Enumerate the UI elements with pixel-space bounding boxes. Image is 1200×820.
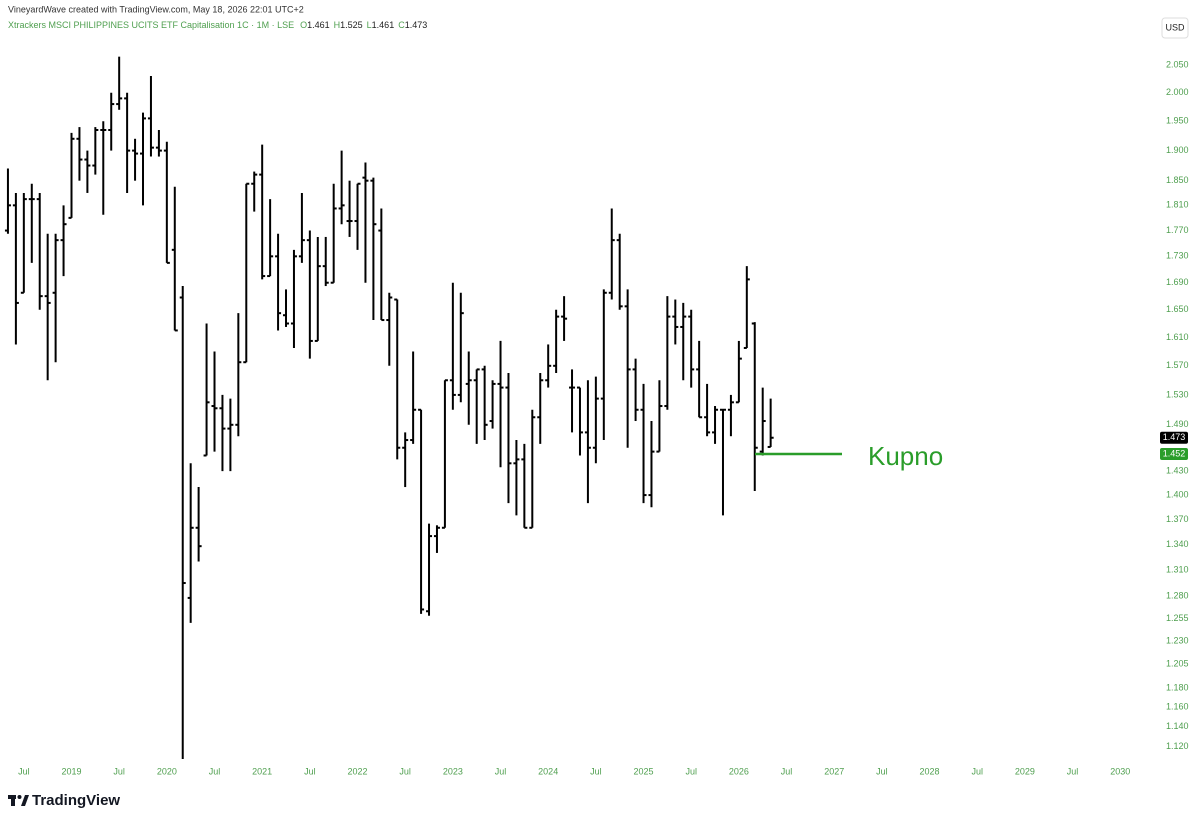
ohlc-value: 1.461: [372, 20, 395, 30]
y-tick-label: 1.810: [1166, 200, 1189, 210]
ohlc-letter: H: [334, 20, 341, 30]
logo-stem: [11, 795, 15, 806]
y-tick-label: 1.140: [1166, 721, 1189, 731]
logo-dot: [17, 795, 22, 799]
y-tick-label: 1.690: [1166, 277, 1189, 287]
y-tick-label: 1.610: [1166, 332, 1189, 342]
x-tick-label: Jul: [113, 766, 125, 776]
y-tick-label: 1.280: [1166, 591, 1189, 601]
y-tick-label: 1.770: [1166, 225, 1189, 235]
ohlc-letter: C: [398, 20, 405, 30]
x-tick-label: Jul: [18, 766, 30, 776]
x-tick-label: 2023: [443, 766, 463, 776]
y-tick-label: 1.340: [1166, 539, 1189, 549]
x-tick-label: Jul: [876, 766, 888, 776]
x-tick-label: 2024: [538, 766, 558, 776]
x-tick-label: 2019: [61, 766, 81, 776]
currency: USD: [1165, 22, 1185, 32]
x-tick-label: Jul: [209, 766, 221, 776]
x-tick-label: 2028: [920, 766, 940, 776]
currency-box: [1161, 17, 1189, 39]
last-price-label: 1.473: [1163, 432, 1186, 442]
x-tick-label: Jul: [495, 766, 507, 776]
ohlc-letter: O: [300, 20, 307, 30]
y-tick-label: 1.490: [1166, 419, 1189, 429]
series-header: Xtrackers MSCI PHILIPPINES UCITS ETF Cap…: [8, 20, 427, 30]
y-tick-label: 1.570: [1166, 360, 1189, 370]
brand: TradingView: [32, 792, 120, 809]
brand-logo: [8, 795, 29, 806]
y-tick-label: 1.530: [1166, 389, 1189, 399]
logo-slash: [21, 795, 29, 806]
y-tick-label: 1.650: [1166, 304, 1189, 314]
annotation-text: Kupno: [868, 441, 943, 471]
line-price-tag: [1160, 447, 1188, 460]
x-tick-label: 2027: [824, 766, 844, 776]
x-tick-label: 2025: [634, 766, 654, 776]
x-tick-label: 2030: [1110, 766, 1130, 776]
y-tick-label: 1.205: [1166, 659, 1189, 669]
x-tick-label: Jul: [399, 766, 411, 776]
x-tick-label: Jul: [971, 766, 983, 776]
x-tick-label: Jul: [590, 766, 602, 776]
ohlc-letter: L: [367, 20, 372, 30]
x-tick-label: 2026: [729, 766, 749, 776]
x-tick-label: Jul: [304, 766, 316, 776]
x-tick-label: 2022: [348, 766, 368, 776]
x-tick-label: 2020: [157, 766, 177, 776]
y-tick-label: 1.900: [1166, 145, 1189, 155]
y-tick-label: 1.255: [1166, 613, 1189, 623]
y-tick-label: 1.120: [1166, 741, 1189, 751]
y-tick-label: 1.230: [1166, 635, 1189, 645]
y-tick-label: 1.160: [1166, 702, 1189, 712]
x-tick-label: 2029: [1015, 766, 1035, 776]
ohlc-value: 1.473: [405, 20, 428, 30]
x-tick-label: Jul: [685, 766, 697, 776]
y-tick-label: 1.180: [1166, 682, 1189, 692]
y-tick-label: 1.950: [1166, 116, 1189, 126]
ohlc-value: 1.525: [340, 20, 363, 30]
y-tick-label: 1.730: [1166, 251, 1189, 261]
series-title: Xtrackers MSCI PHILIPPINES UCITS ETF Cap…: [8, 20, 294, 30]
credit: VineyardWave created with TradingView.co…: [8, 4, 304, 14]
last-price-tag: [1160, 431, 1188, 444]
y-tick-label: 2.050: [1166, 59, 1189, 69]
y-tick-label: 2.000: [1166, 87, 1189, 97]
line-price-label: 1.452: [1163, 448, 1186, 458]
y-tick-label: 1.400: [1166, 489, 1189, 499]
x-tick-label: 2021: [252, 766, 272, 776]
y-tick-label: 1.850: [1166, 175, 1189, 185]
y-tick-label: 1.430: [1166, 466, 1189, 476]
x-tick-label: Jul: [1067, 766, 1079, 776]
x-tick-label: Jul: [781, 766, 793, 776]
y-tick-label: 1.370: [1166, 514, 1189, 524]
ohlc-value: 1.461: [307, 20, 330, 30]
y-tick-label: 1.310: [1166, 564, 1189, 574]
